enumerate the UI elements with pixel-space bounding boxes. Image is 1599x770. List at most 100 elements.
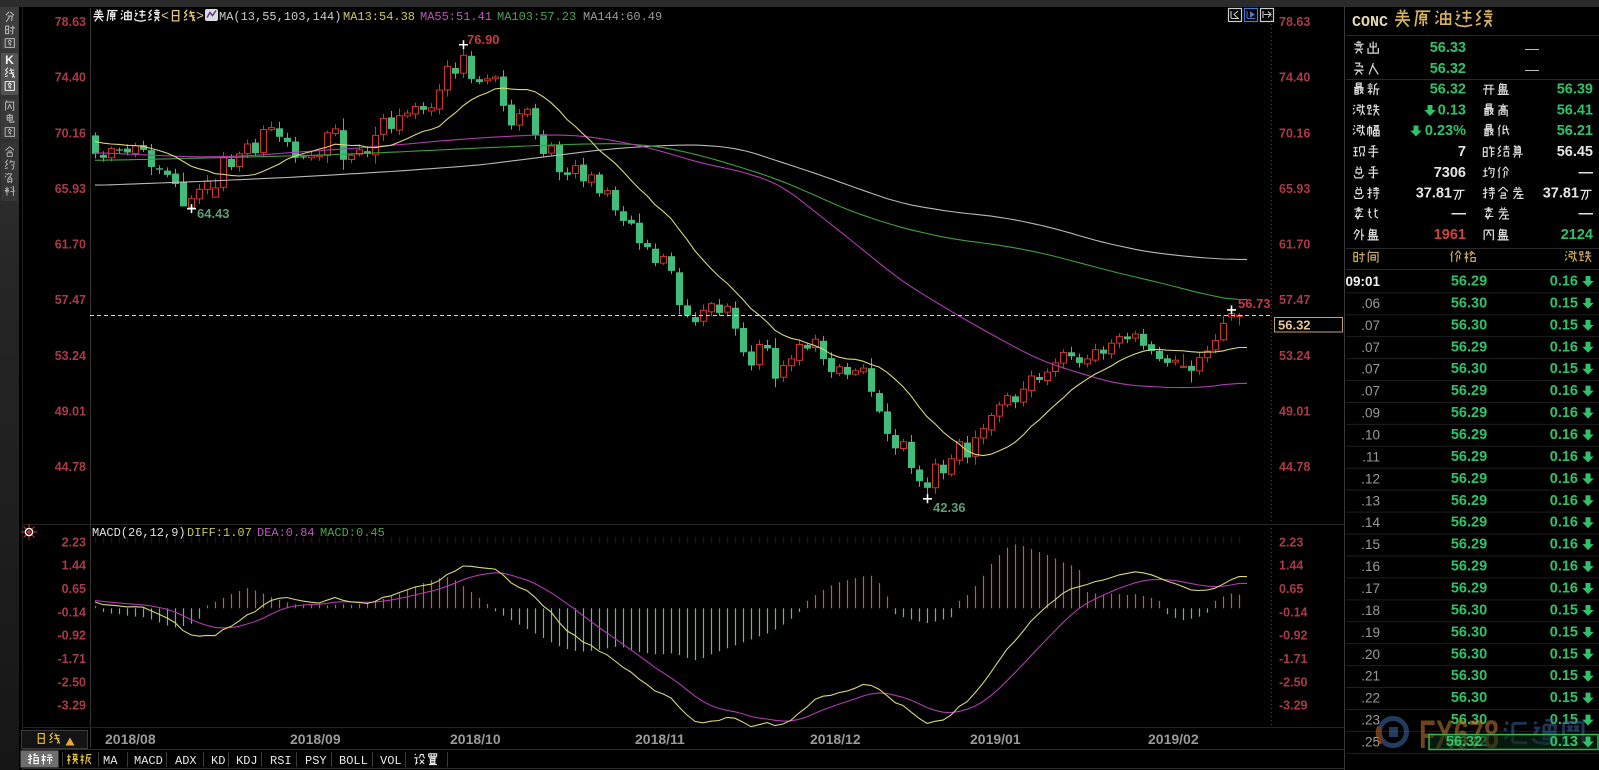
- svg-text:0.16: 0.16: [1550, 537, 1578, 553]
- svg-text:56.32: 56.32: [1446, 734, 1482, 750]
- svg-text:0.23%: 0.23%: [1425, 123, 1466, 139]
- svg-text:56.32: 56.32: [1430, 61, 1466, 77]
- svg-text:0.15: 0.15: [1550, 317, 1578, 333]
- svg-text:MA103:57.23: MA103:57.23: [497, 10, 576, 24]
- svg-text:78.63: 78.63: [55, 15, 86, 29]
- svg-text:37.81: 37.81: [1543, 186, 1579, 202]
- svg-text:56.29: 56.29: [1451, 581, 1487, 597]
- svg-text:56.29: 56.29: [1451, 559, 1487, 575]
- svg-text:0.16: 0.16: [1550, 515, 1578, 531]
- svg-text:PSY: PSY: [305, 754, 327, 768]
- svg-text:.09: .09: [1361, 406, 1380, 421]
- svg-text:0.15: 0.15: [1550, 602, 1578, 618]
- svg-text:65.93: 65.93: [1279, 182, 1310, 196]
- svg-text:44.78: 44.78: [55, 460, 86, 474]
- svg-text:0.15: 0.15: [1550, 712, 1578, 728]
- svg-text:-0.14: -0.14: [1279, 605, 1308, 619]
- svg-text:56.32: 56.32: [1278, 318, 1311, 333]
- svg-text:.19: .19: [1361, 625, 1380, 640]
- svg-text:56.29: 56.29: [1451, 405, 1487, 421]
- svg-text:.07: .07: [1361, 384, 1380, 399]
- svg-text:56.30: 56.30: [1451, 602, 1487, 618]
- svg-text:MA13:54.38: MA13:54.38: [343, 10, 415, 24]
- svg-text:57.47: 57.47: [1279, 293, 1310, 307]
- svg-text:.23: .23: [1361, 713, 1380, 728]
- svg-text:0.16: 0.16: [1550, 559, 1578, 575]
- svg-text:0.15: 0.15: [1550, 361, 1578, 377]
- svg-text:.18: .18: [1361, 603, 1380, 618]
- svg-text:—: —: [1579, 206, 1594, 222]
- svg-text:56.30: 56.30: [1451, 361, 1487, 377]
- svg-text:56.30: 56.30: [1451, 690, 1487, 706]
- svg-text:56.29: 56.29: [1451, 339, 1487, 355]
- svg-text:0.13: 0.13: [1550, 734, 1578, 750]
- svg-text:09:01: 09:01: [1345, 274, 1380, 289]
- svg-text:0.15: 0.15: [1550, 295, 1578, 311]
- svg-text:56.73: 56.73: [1238, 296, 1271, 311]
- svg-text:56.29: 56.29: [1451, 274, 1487, 290]
- svg-text:.15: .15: [1361, 537, 1380, 552]
- svg-text:56.39: 56.39: [1557, 82, 1593, 98]
- svg-text:56.30: 56.30: [1451, 668, 1487, 684]
- svg-text:61.70: 61.70: [1279, 238, 1310, 252]
- svg-text:56.33: 56.33: [1430, 40, 1466, 56]
- svg-text:0.16: 0.16: [1550, 471, 1578, 487]
- svg-text:74.40: 74.40: [55, 71, 86, 85]
- svg-text:RSI: RSI: [270, 754, 292, 768]
- svg-text:0.65: 0.65: [1279, 582, 1303, 596]
- svg-text:0.15: 0.15: [1550, 646, 1578, 662]
- svg-text:.17: .17: [1361, 581, 1380, 596]
- svg-text:0.16: 0.16: [1550, 383, 1578, 399]
- svg-text:0.65: 0.65: [62, 582, 86, 596]
- svg-text:.11: .11: [1362, 449, 1380, 464]
- svg-text:.20: .20: [1361, 647, 1380, 662]
- svg-text:2018/10: 2018/10: [450, 731, 501, 747]
- svg-text:2.23: 2.23: [62, 535, 86, 549]
- svg-text:56.29: 56.29: [1451, 515, 1487, 531]
- svg-text:—: —: [1525, 40, 1539, 56]
- svg-text:56.29: 56.29: [1451, 427, 1487, 443]
- svg-text:0.16: 0.16: [1550, 449, 1578, 465]
- svg-text:56.30: 56.30: [1451, 317, 1487, 333]
- svg-text:CONC: CONC: [1352, 14, 1388, 31]
- svg-text:VOL: VOL: [380, 754, 402, 768]
- svg-text:-3.29: -3.29: [1279, 699, 1308, 713]
- svg-text:1961: 1961: [1434, 227, 1466, 243]
- svg-text:-2.50: -2.50: [1279, 675, 1308, 689]
- svg-text:-1.71: -1.71: [58, 652, 87, 666]
- svg-text:56.30: 56.30: [1451, 712, 1487, 728]
- svg-text:-0.14: -0.14: [58, 605, 87, 619]
- svg-text:7306: 7306: [1434, 165, 1466, 181]
- svg-text:.16: .16: [1361, 559, 1380, 574]
- svg-text:.07: .07: [1361, 340, 1380, 355]
- svg-text:0.15: 0.15: [1550, 668, 1578, 684]
- svg-text:—: —: [1525, 61, 1539, 77]
- svg-text:K: K: [5, 53, 14, 67]
- svg-text:2018/09: 2018/09: [290, 731, 341, 747]
- svg-text:<: <: [161, 8, 169, 23]
- svg-text:.10: .10: [1361, 428, 1380, 443]
- svg-text:56.29: 56.29: [1451, 449, 1487, 465]
- svg-text:MA: MA: [103, 754, 118, 768]
- svg-text:56.21: 56.21: [1557, 123, 1593, 139]
- svg-text:2124: 2124: [1561, 227, 1593, 243]
- svg-text:KD: KD: [211, 754, 225, 768]
- svg-text:.22: .22: [1361, 691, 1380, 706]
- svg-text:-1.71: -1.71: [1279, 652, 1308, 666]
- svg-text:.12: .12: [1361, 471, 1380, 486]
- svg-text:MA(13,55,103,144): MA(13,55,103,144): [219, 10, 341, 24]
- svg-text:56.29: 56.29: [1451, 537, 1487, 553]
- svg-text:ADX: ADX: [175, 754, 197, 768]
- svg-text:DIFF:1.07: DIFF:1.07: [187, 526, 252, 540]
- svg-text:0.16: 0.16: [1550, 274, 1578, 290]
- svg-text:2019/01: 2019/01: [970, 731, 1021, 747]
- svg-text:0.16: 0.16: [1550, 493, 1578, 509]
- svg-text:56.30: 56.30: [1451, 646, 1487, 662]
- svg-text:-3.29: -3.29: [58, 699, 87, 713]
- svg-text:70.16: 70.16: [55, 126, 86, 140]
- svg-text:2.23: 2.23: [1279, 535, 1303, 549]
- svg-text:61.70: 61.70: [55, 238, 86, 252]
- svg-text:56.30: 56.30: [1451, 624, 1487, 640]
- svg-text:MA55:51.41: MA55:51.41: [420, 10, 492, 24]
- svg-text:70.16: 70.16: [1279, 126, 1310, 140]
